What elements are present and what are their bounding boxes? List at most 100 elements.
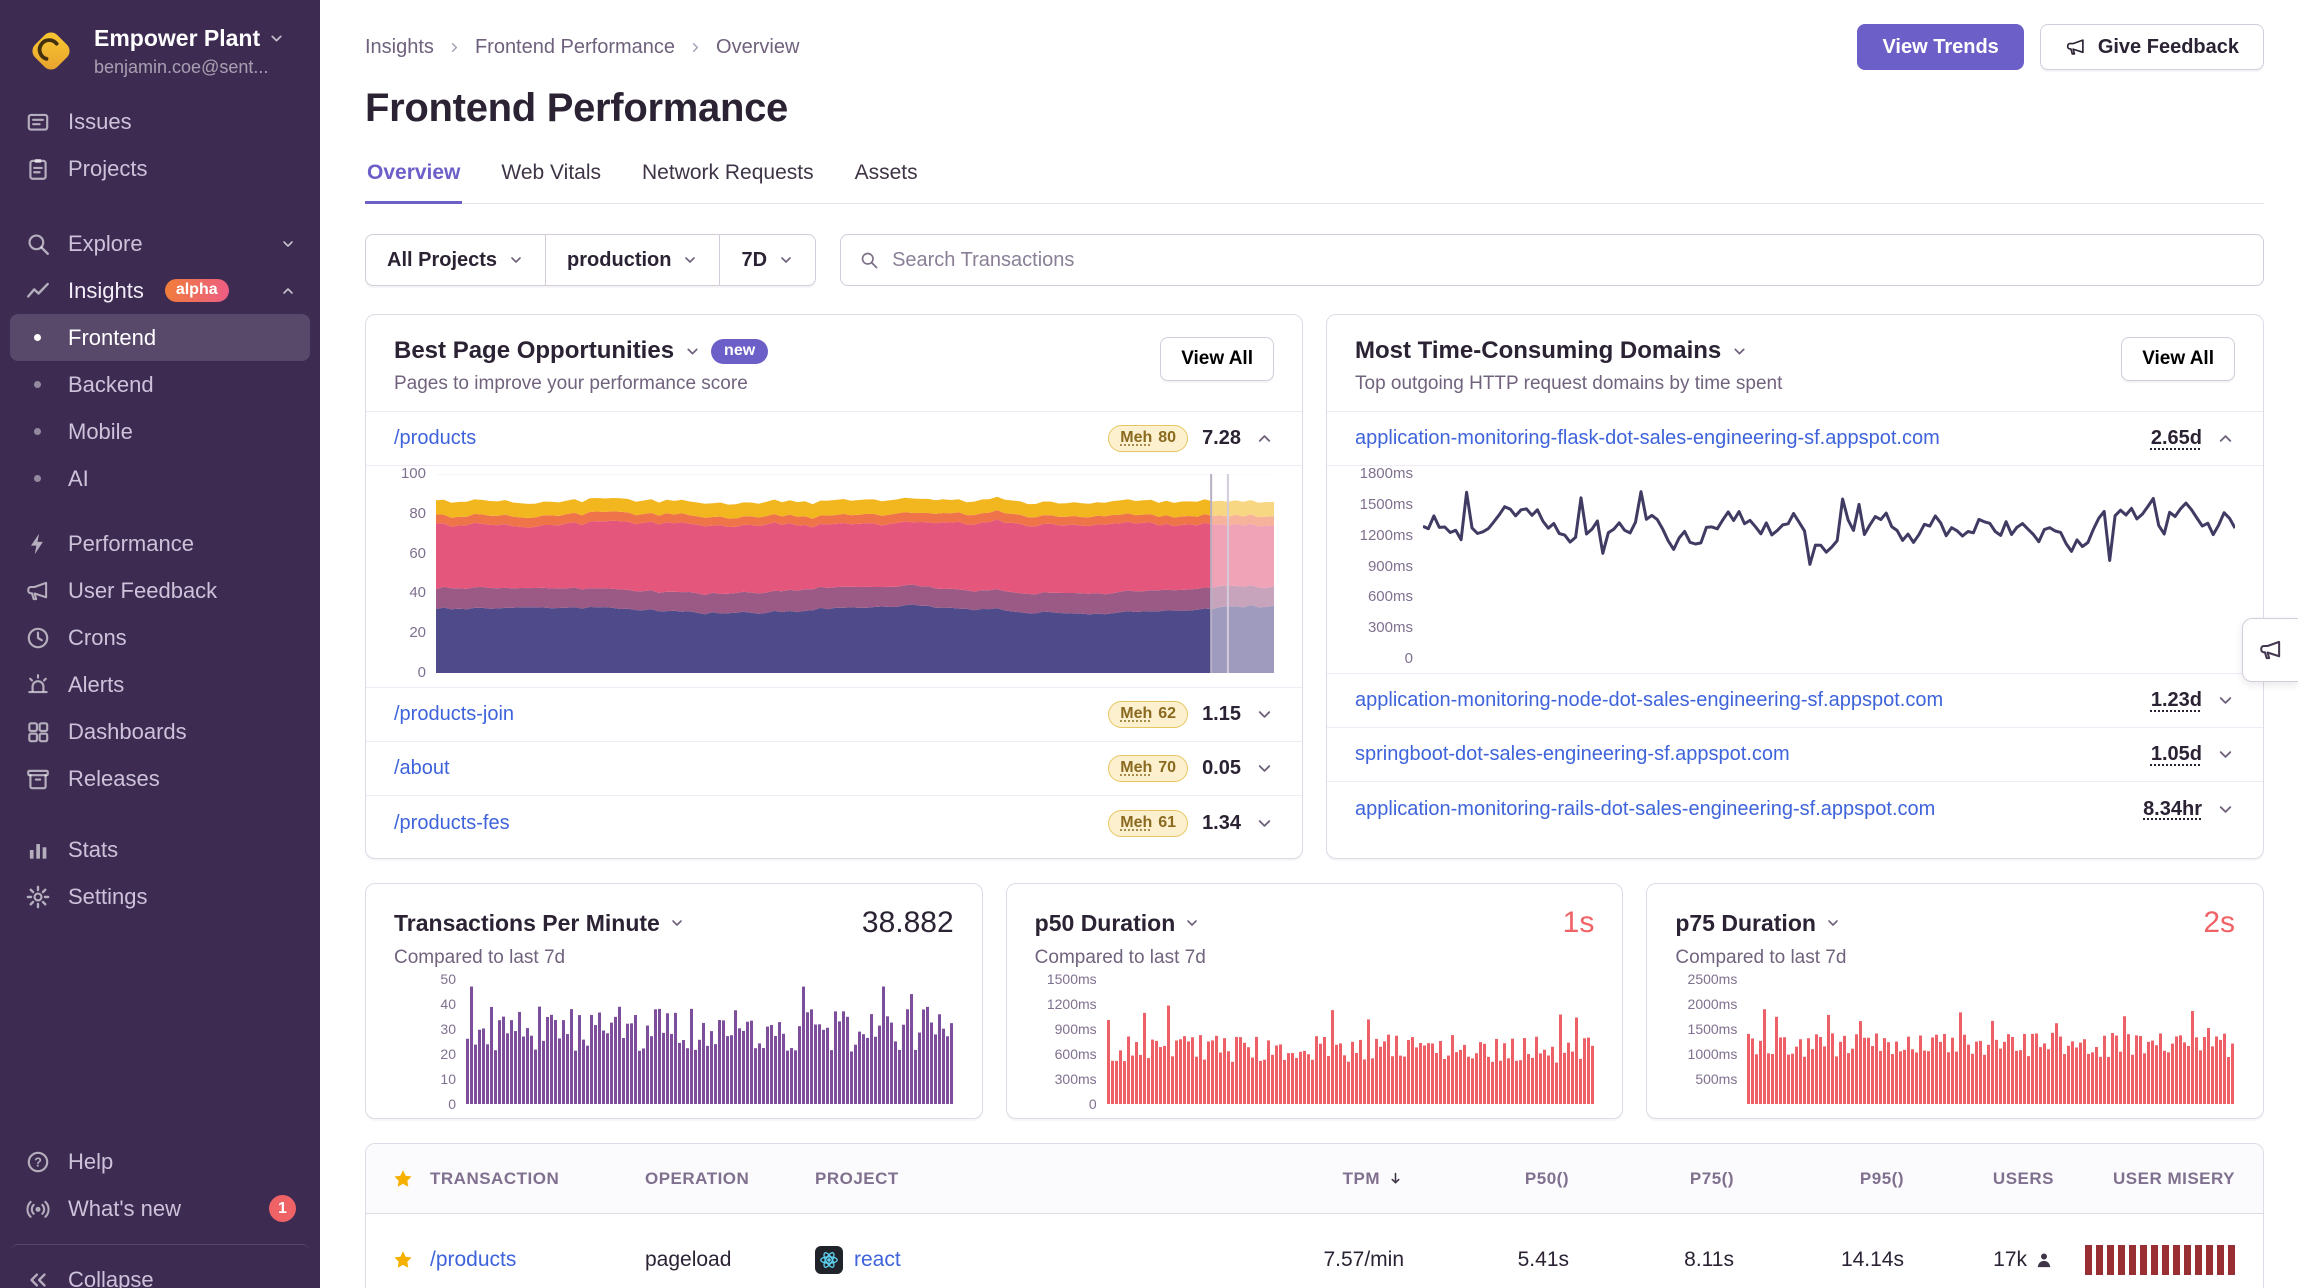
sidebar-item-help[interactable]: ? Help — [10, 1138, 310, 1185]
chevron-down-icon — [1255, 705, 1274, 724]
col-p75[interactable]: P75() — [1689, 1168, 1734, 1188]
domain-row-flask[interactable]: application-monitoring-flask-dot-sales-e… — [1327, 412, 2263, 466]
page-row-products-fes[interactable]: /products-fes Meh 61 1.34 — [366, 796, 1302, 850]
insights-icon — [24, 278, 51, 304]
sidebar-item-insights[interactable]: Insights alpha — [10, 267, 310, 314]
search-icon — [24, 231, 51, 257]
sidebar-item-alerts[interactable]: Alerts — [10, 661, 310, 708]
col-p50[interactable]: P50() — [1524, 1168, 1569, 1188]
chevron-down-icon[interactable] — [1731, 343, 1748, 360]
col-users[interactable]: USERS — [1992, 1168, 2054, 1188]
sidebar-item-releases[interactable]: Releases — [10, 755, 310, 802]
project-filter[interactable]: All Projects — [366, 235, 545, 285]
domain-link[interactable]: application-monitoring-rails-dot-sales-e… — [1355, 797, 1936, 820]
sidebar-item-settings[interactable]: Settings — [10, 873, 310, 920]
svg-text:?: ? — [34, 1155, 42, 1169]
star-icon[interactable] — [366, 1249, 430, 1271]
sidebar-item-explore[interactable]: Explore — [10, 220, 310, 267]
domain-row-node[interactable]: application-monitoring-node-dot-sales-en… — [1327, 674, 2263, 728]
transactions-table: TRANSACTION OPERATION PROJECT TPM P50() … — [365, 1143, 2264, 1288]
sidebar-item-backend[interactable]: Backend — [10, 361, 310, 408]
sidebar-item-mobile[interactable]: Mobile — [10, 408, 310, 455]
chevron-down-icon[interactable] — [684, 343, 701, 360]
view-trends-button[interactable]: View Trends — [1857, 24, 2024, 70]
breadcrumb-insights[interactable]: Insights — [365, 35, 434, 58]
table-row[interactable]: /products pageload react 7.57/min 5.41s … — [366, 1214, 2263, 1288]
best-page-opportunities-panel: Best Page Opportunities new Pages to imp… — [365, 314, 1303, 859]
chevron-down-icon — [682, 252, 698, 268]
tpm-chart: 50 40 30 20 10 0 — [394, 971, 954, 1112]
chevron-down-icon[interactable] — [1184, 915, 1200, 931]
tab-overview[interactable]: Overview — [365, 161, 463, 204]
search-input[interactable] — [892, 248, 2245, 272]
bullet-icon — [24, 475, 51, 482]
sidebar-item-performance[interactable]: Performance — [10, 520, 310, 567]
domain-link[interactable]: springboot-dot-sales-engineering-sf.apps… — [1355, 743, 1790, 765]
col-transaction[interactable]: TRANSACTION — [430, 1168, 560, 1188]
transaction-link[interactable]: /products — [430, 1248, 517, 1271]
kpi-value: 38.882 — [861, 906, 954, 939]
sidebar-item-label: User Feedback — [68, 577, 218, 603]
sidebar-item-issues[interactable]: Issues — [10, 98, 310, 145]
sidebar-item-whats-new[interactable]: What's new 1 — [10, 1185, 310, 1232]
page-link[interactable]: /products-join — [394, 703, 515, 725]
sidebar-item-frontend[interactable]: Frontend — [10, 314, 310, 361]
sidebar-item-label: Releases — [68, 765, 160, 791]
feedback-fab[interactable] — [2242, 618, 2298, 682]
page-row-about[interactable]: /about Meh 70 0.05 — [366, 742, 1302, 796]
sidebar-item-label: What's new — [68, 1195, 182, 1221]
sidebar-item-projects[interactable]: Projects — [10, 145, 310, 192]
sidebar-item-label: Stats — [68, 836, 119, 862]
domain-row-rails[interactable]: application-monitoring-rails-dot-sales-e… — [1327, 782, 2263, 836]
tab-network-requests[interactable]: Network Requests — [642, 161, 814, 184]
clock-icon — [24, 625, 51, 651]
p95-cell: 14.14s — [1840, 1248, 1904, 1271]
col-project[interactable]: PROJECT — [815, 1168, 899, 1188]
sidebar-item-stats[interactable]: Stats — [10, 826, 310, 873]
domain-link[interactable]: application-monitoring-node-dot-sales-en… — [1355, 689, 1944, 711]
kpi-subtitle: Compared to last 7d — [1675, 947, 1847, 968]
megaphone-icon — [24, 578, 51, 604]
time-spent-value: 8.34hr — [2143, 797, 2202, 820]
page-score-chart: 100 80 60 40 20 0 — [366, 465, 1302, 688]
breadcrumb-overview[interactable]: Overview — [716, 35, 800, 58]
col-tpm[interactable]: TPM — [1268, 1169, 1418, 1189]
date-range-filter[interactable]: 7D — [719, 235, 815, 285]
chevron-down-icon[interactable] — [669, 915, 685, 931]
col-user-misery[interactable]: USER MISERY — [2112, 1168, 2235, 1188]
tab-assets[interactable]: Assets — [854, 161, 918, 184]
score-badge: Meh 80 — [1108, 425, 1189, 452]
page-link[interactable]: /products — [394, 427, 477, 449]
domain-row-springboot[interactable]: springboot-dot-sales-engineering-sf.apps… — [1327, 728, 2263, 782]
sidebar-item-collapse[interactable]: Collapse — [10, 1244, 310, 1288]
give-feedback-button[interactable]: Give Feedback — [2039, 24, 2264, 70]
breadcrumb-frontend-performance[interactable]: Frontend Performance — [474, 35, 676, 58]
domain-link[interactable]: application-monitoring-flask-dot-sales-e… — [1355, 427, 1940, 449]
chevron-down-icon — [2216, 691, 2235, 710]
page-row-products-join[interactable]: /products-join Meh 62 1.15 — [366, 688, 1302, 742]
environment-filter[interactable]: production — [545, 235, 719, 285]
view-all-button[interactable]: View All — [1160, 337, 1274, 381]
page-link[interactable]: /about — [394, 757, 450, 779]
sidebar-item-dashboards[interactable]: Dashboards — [10, 708, 310, 755]
user-misery-cell — [2068, 1245, 2263, 1275]
kpi-subtitle: Compared to last 7d — [394, 947, 566, 968]
project-link[interactable]: react — [854, 1248, 901, 1271]
page-link[interactable]: /products-fes — [394, 811, 510, 834]
sidebar-item-label: Issues — [68, 108, 132, 134]
view-all-button[interactable]: View All — [2121, 337, 2235, 381]
sidebar-item-label: Insights — [68, 277, 144, 303]
sidebar-item-user-feedback[interactable]: User Feedback — [10, 567, 310, 614]
chevron-down-icon[interactable] — [1825, 915, 1841, 931]
panel-subtitle: Pages to improve your performance score — [394, 373, 748, 394]
col-operation[interactable]: OPERATION — [645, 1168, 750, 1188]
opportunity-value: 7.28 — [1202, 427, 1241, 449]
sidebar-item-crons[interactable]: Crons — [10, 614, 310, 661]
sidebar-item-ai[interactable]: AI — [10, 455, 310, 502]
p75-cell: 8.11s — [1684, 1248, 1734, 1271]
org-switcher[interactable]: Empower Plant benjamin.coe@sent... — [0, 0, 320, 98]
page-row-products[interactable]: /products Meh 80 7.28 — [366, 412, 1302, 466]
tab-web-vitals[interactable]: Web Vitals — [501, 161, 602, 184]
star-icon[interactable] — [366, 1168, 430, 1190]
col-p95[interactable]: P95() — [1859, 1168, 1904, 1188]
